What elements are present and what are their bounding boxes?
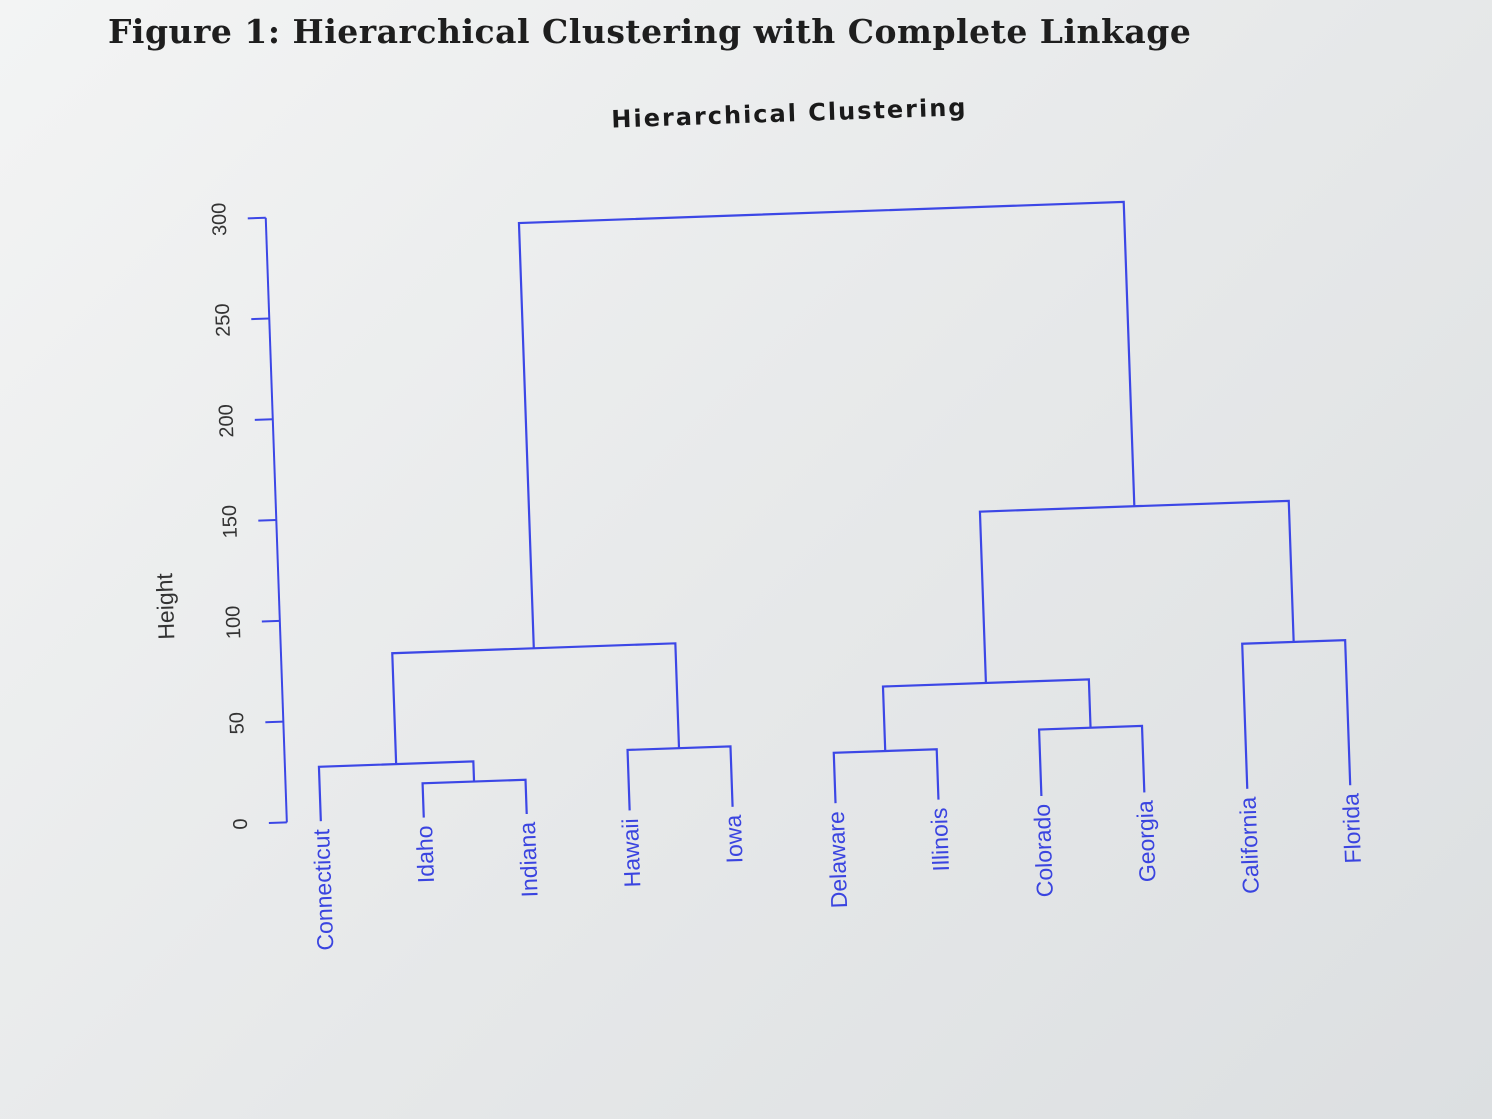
merge-link xyxy=(421,778,528,818)
leaf-labels: Connecticut Idaho Indiana Hawaii Iowa Delawar… xyxy=(308,793,1366,951)
leaf-label: Illinois xyxy=(926,807,954,872)
figure-caption: Figure 1: Hierarchical Clustering with C… xyxy=(108,12,1192,51)
y-tick-mark xyxy=(258,519,277,522)
merge-link xyxy=(1241,638,1352,789)
y-axis-label: Height xyxy=(151,572,179,640)
merge-link xyxy=(391,642,681,765)
dendrogram-tree xyxy=(317,200,1352,822)
leaf-label: Connecticut xyxy=(308,828,338,951)
merge-link xyxy=(832,748,940,804)
leaf-label: Florida xyxy=(1337,793,1365,864)
y-tick-mark xyxy=(268,821,287,824)
y-tick-label: 100 xyxy=(222,605,245,639)
leaf-label: Colorado xyxy=(1029,804,1058,898)
y-axis: 0 50 100 150 200 250 300 xyxy=(208,202,288,830)
y-tick-label: 150 xyxy=(219,505,242,539)
y-tick-mark xyxy=(251,317,270,321)
leaf-label: Iowa xyxy=(720,814,748,864)
chart-title: Hierarchical Clustering xyxy=(611,93,968,133)
y-tick-mark xyxy=(265,720,284,724)
y-tick-label: 200 xyxy=(215,404,238,438)
merge-link xyxy=(317,760,476,822)
y-tick-label: 250 xyxy=(212,303,235,337)
leaf-label: Hawaii xyxy=(617,818,645,888)
merge-link xyxy=(626,745,734,811)
leaf-label: Indiana xyxy=(514,821,543,898)
y-tick-mark xyxy=(254,418,273,421)
merge-link xyxy=(881,678,1092,752)
merge-link xyxy=(978,499,1295,683)
leaf-label: Idaho xyxy=(411,825,439,883)
leaf-label: California xyxy=(1235,796,1264,894)
y-tick-mark xyxy=(247,216,266,220)
merge-link xyxy=(517,200,1136,649)
leaf-label: Delaware xyxy=(823,811,852,909)
y-tick-label: 300 xyxy=(208,202,231,236)
leaf-label: Georgia xyxy=(1132,800,1161,883)
y-tick-mark xyxy=(261,619,280,623)
y-tick-label: 50 xyxy=(226,712,249,735)
y-tick-label: 0 xyxy=(230,818,252,830)
merge-link xyxy=(1037,724,1146,797)
